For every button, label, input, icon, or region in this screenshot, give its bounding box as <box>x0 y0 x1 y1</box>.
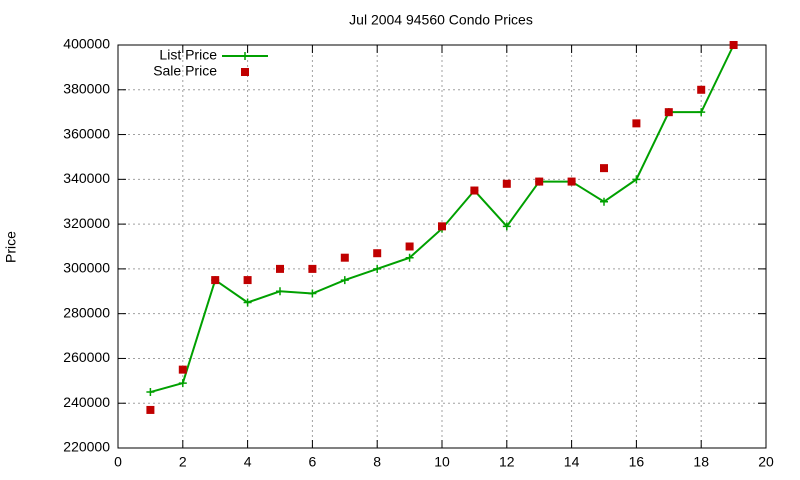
data-point <box>632 119 641 128</box>
data-point <box>470 186 479 195</box>
y-tick-label: 280000 <box>63 304 110 320</box>
legend-label: List Price <box>159 47 217 63</box>
y-tick-label: 380000 <box>63 80 110 96</box>
data-point <box>502 222 511 231</box>
data-point <box>405 242 414 251</box>
data-point <box>373 264 382 273</box>
legend-label: Sale Price <box>153 63 217 79</box>
legend-marker <box>241 68 249 76</box>
y-tick-label: 260000 <box>63 349 110 365</box>
data-point <box>340 276 349 285</box>
data-point <box>146 388 155 397</box>
x-tick-label: 14 <box>564 454 580 470</box>
series-line <box>150 44 735 393</box>
data-point <box>664 108 673 117</box>
data-point <box>276 287 284 296</box>
data-point <box>276 264 284 273</box>
y-tick-label: 360000 <box>63 125 110 141</box>
y-tick-label: 220000 <box>63 439 110 455</box>
data-point <box>502 179 511 188</box>
data-point <box>697 108 706 117</box>
y-tick-label: 340000 <box>63 170 110 186</box>
data-point <box>211 276 220 285</box>
data-point <box>308 289 317 298</box>
x-tick-label: 20 <box>758 454 774 470</box>
data-point <box>243 276 252 285</box>
data-point <box>600 197 608 206</box>
chart-title: Jul 2004 94560 Condo Prices <box>349 12 533 28</box>
data-point <box>340 253 349 262</box>
y-tick-label: 320000 <box>63 215 110 231</box>
data-point <box>632 175 641 184</box>
data-point <box>308 264 317 273</box>
data-point <box>146 405 155 414</box>
data-point <box>373 249 382 258</box>
x-tick-label: 6 <box>309 454 317 470</box>
x-tick-label: 0 <box>114 454 122 470</box>
x-tick-label: 18 <box>693 454 709 470</box>
x-tick-label: 12 <box>499 454 515 470</box>
data-point <box>729 41 738 49</box>
x-tick-label: 8 <box>373 454 381 470</box>
data-point <box>535 177 544 186</box>
y-tick-label: 400000 <box>63 36 110 52</box>
data-point <box>567 177 576 186</box>
data-point <box>243 298 252 307</box>
x-tick-label: 16 <box>629 454 645 470</box>
y-tick-label: 240000 <box>63 394 110 410</box>
data-point <box>178 379 187 388</box>
legend-marker <box>241 52 249 60</box>
data-point <box>405 253 414 262</box>
data-point <box>438 222 446 231</box>
plot-frame <box>117 44 767 449</box>
x-tick-label: 10 <box>434 454 450 470</box>
data-point <box>178 365 187 374</box>
x-tick-label: 4 <box>244 454 252 470</box>
y-axis-label: Price <box>3 231 19 263</box>
x-tick-label: 2 <box>179 454 187 470</box>
data-point <box>697 85 706 94</box>
y-tick-label: 300000 <box>63 260 110 276</box>
data-point <box>600 164 608 173</box>
